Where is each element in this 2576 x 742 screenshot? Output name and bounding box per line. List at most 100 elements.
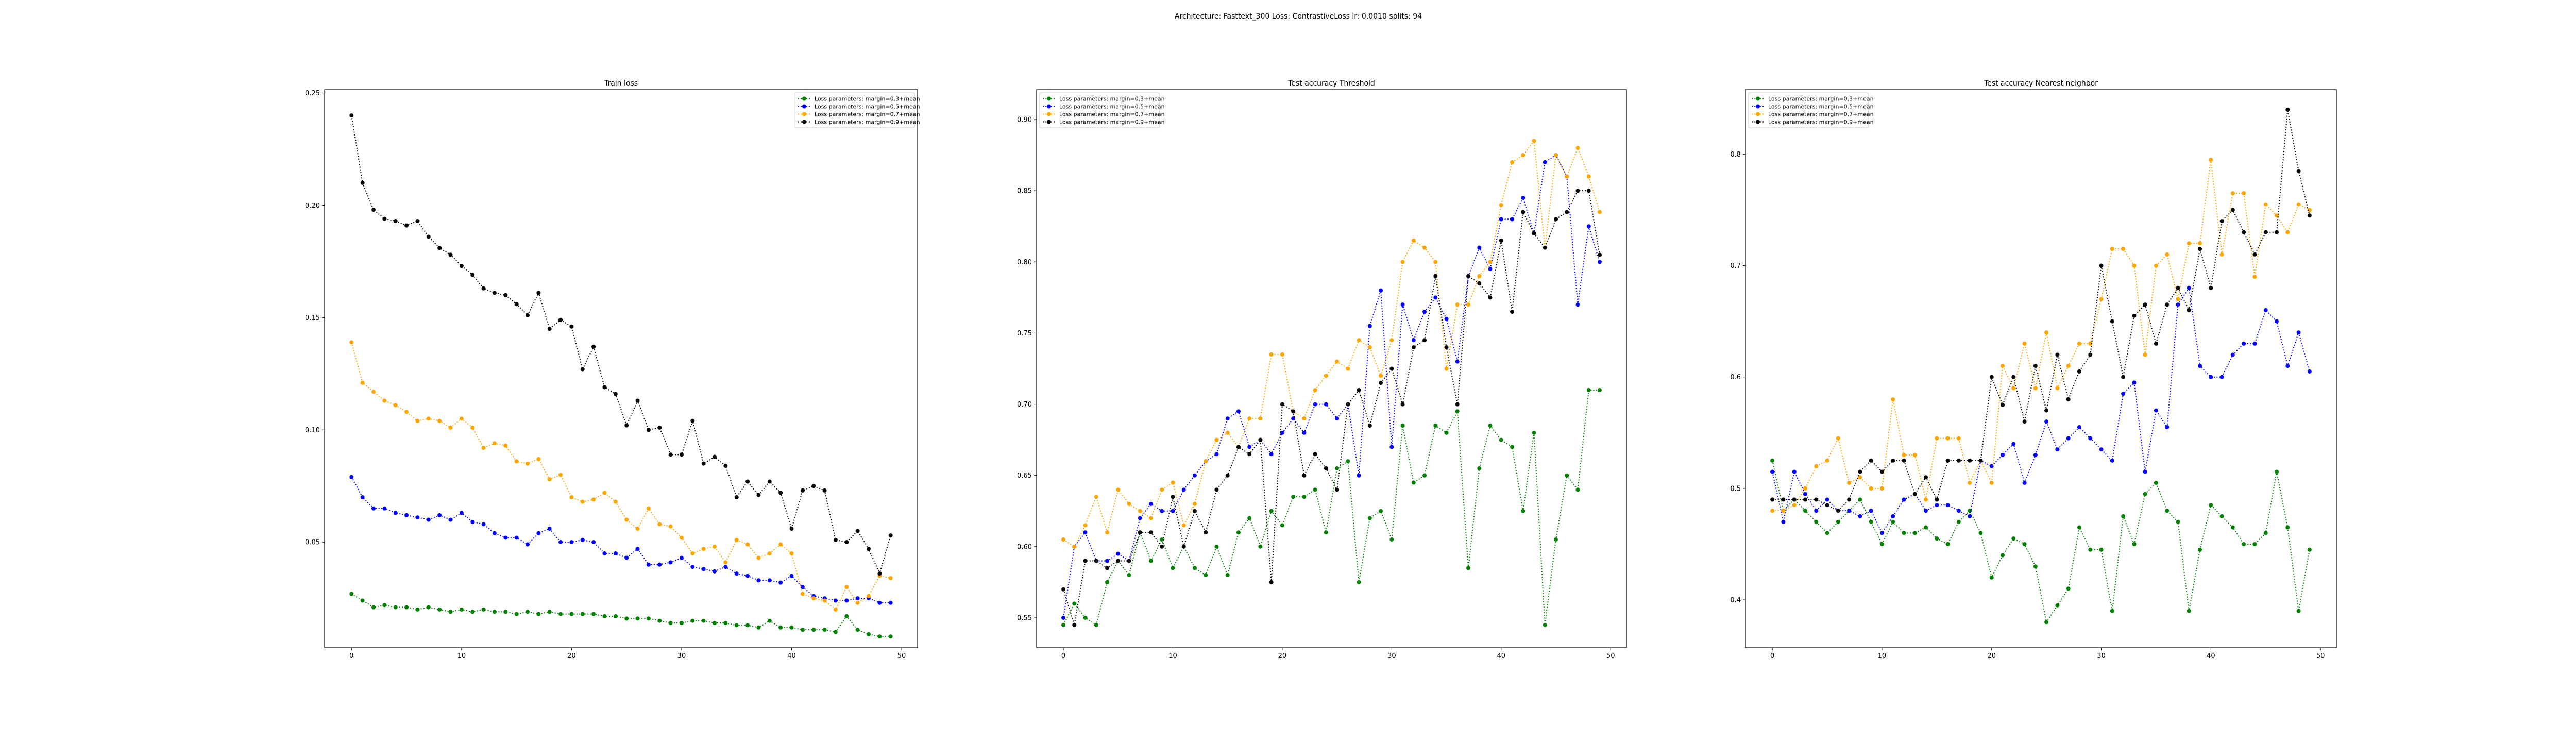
data-point [800, 585, 805, 589]
data-point [1803, 497, 1807, 502]
data-point [2176, 302, 2180, 307]
data-point [646, 428, 651, 432]
data-point [492, 531, 497, 535]
data-point [2275, 469, 2279, 474]
data-point [1989, 464, 1994, 468]
data-point [2088, 341, 2093, 346]
data-point [2209, 375, 2213, 379]
data-point [855, 628, 860, 632]
data-point [2198, 547, 2202, 552]
data-point [877, 634, 882, 639]
data-point [2011, 442, 2016, 446]
data-point [624, 616, 629, 621]
data-point [1836, 436, 1840, 441]
data-point [2307, 208, 2312, 212]
data-point [1335, 359, 1340, 364]
data-point [1586, 174, 1591, 179]
data-point [1814, 509, 1819, 513]
data-point [1968, 458, 1972, 463]
data-point [2198, 241, 2202, 246]
data-point [2110, 609, 2114, 613]
data-point [1280, 430, 1284, 435]
data-point [800, 628, 805, 632]
data-point [1160, 509, 1164, 513]
legend-marker [1047, 104, 1051, 109]
data-point [492, 291, 497, 295]
data-point [1127, 559, 1131, 563]
data-point [822, 488, 827, 493]
data-point [2044, 408, 2049, 413]
data-point [1924, 525, 1928, 530]
legend-marker [1756, 112, 1760, 116]
data-point [1499, 437, 1503, 442]
series-line [351, 593, 891, 637]
data-point [613, 551, 618, 555]
data-point [1924, 497, 1928, 502]
data-point [2110, 247, 2114, 251]
chart-title: Test accuracy Nearest neighbor [1984, 79, 2098, 88]
data-point [1269, 452, 1274, 457]
data-point [1225, 473, 1230, 478]
data-point [679, 621, 684, 626]
data-point [844, 598, 849, 603]
data-point [778, 491, 783, 495]
data-point [1575, 146, 1580, 150]
x-tick-label: 10 [457, 652, 466, 660]
data-point [1814, 497, 1819, 502]
x-tick-label: 50 [2316, 652, 2325, 660]
data-point [1072, 544, 1077, 549]
data-point [734, 537, 739, 542]
data-point [459, 511, 464, 515]
data-point [833, 537, 838, 542]
data-point [822, 598, 827, 603]
data-point [1247, 445, 1252, 449]
data-point [569, 324, 574, 329]
data-point [1543, 622, 1547, 627]
data-point [2154, 341, 2158, 346]
data-point [1935, 497, 1939, 502]
data-point [1869, 509, 1873, 513]
data-point [591, 612, 596, 616]
data-point [888, 576, 893, 580]
data-point [437, 246, 442, 250]
data-point [767, 578, 772, 583]
legend-label: Loss parameters: margin=0.9+mean [1059, 119, 1165, 126]
data-point [1553, 537, 1558, 542]
data-point [1094, 495, 1098, 499]
data-point [1346, 366, 1350, 371]
y-tick-label: 0.60 [1017, 543, 1032, 551]
data-point [1935, 503, 1939, 508]
data-point [1160, 537, 1164, 542]
data-point [1379, 288, 1383, 293]
data-point [1083, 523, 1088, 528]
data-point [1302, 495, 1307, 499]
data-point [2263, 202, 2268, 207]
data-point [2209, 503, 2213, 508]
data-point [1781, 497, 1786, 502]
data-point [624, 555, 629, 560]
data-point [393, 605, 398, 610]
x-tick-label: 40 [2207, 652, 2215, 660]
data-point [1236, 445, 1241, 449]
data-point [668, 560, 673, 565]
data-point [404, 605, 409, 610]
data-point [349, 592, 354, 596]
data-point [800, 592, 805, 596]
data-point [2176, 297, 2180, 301]
data-point [1357, 338, 1361, 343]
y-tick-label: 0.4 [1730, 597, 1741, 604]
data-point [888, 634, 893, 639]
data-point [2132, 313, 2137, 318]
data-point [1357, 387, 1361, 392]
data-point [2198, 247, 2202, 251]
data-point [415, 418, 420, 423]
data-point [1597, 210, 1602, 214]
data-point [1825, 497, 1829, 502]
data-point [2252, 542, 2257, 546]
y-tick-label: 0.7 [1730, 262, 1741, 270]
data-point [2088, 436, 2093, 441]
data-point [602, 385, 607, 390]
data-point [2187, 609, 2191, 613]
data-point [2121, 247, 2126, 251]
